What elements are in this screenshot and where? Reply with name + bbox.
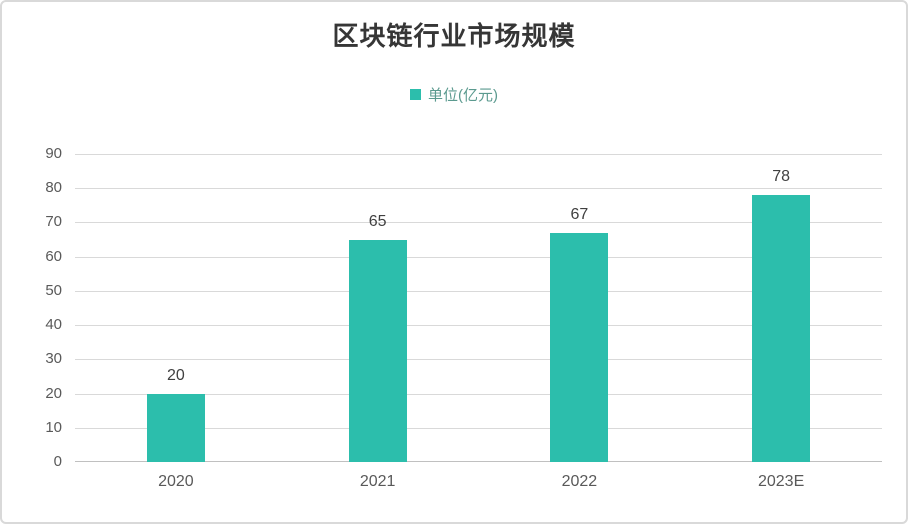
x-tick-label-2021: 2021 xyxy=(359,473,396,490)
y-tick-label: 60 xyxy=(45,247,62,265)
gridline xyxy=(75,325,882,327)
x-tick-label-2020: 2020 xyxy=(158,473,194,490)
bar-value-label: 78 xyxy=(772,168,791,186)
gridline xyxy=(75,222,882,224)
x-tick-label-2023E: 2023E xyxy=(757,473,805,490)
plot-area xyxy=(75,154,882,462)
y-tick-label: 30 xyxy=(45,350,62,368)
gridline xyxy=(75,154,882,155)
bar-2020[interactable] xyxy=(146,393,205,462)
legend-swatch-icon xyxy=(410,88,421,100)
bar-2022[interactable] xyxy=(550,232,609,462)
legend-label: 单位(亿元) xyxy=(428,86,498,104)
x-tick-label-2022: 2022 xyxy=(561,473,598,490)
y-tick-label: 50 xyxy=(45,281,62,299)
bar-value-label: 67 xyxy=(570,205,589,223)
y-tick-label: 0 xyxy=(53,453,62,470)
x-axis-line xyxy=(75,461,882,462)
y-tick-label: 20 xyxy=(45,384,62,402)
gridline xyxy=(75,359,882,361)
gridline xyxy=(75,188,882,190)
gridline xyxy=(75,290,882,292)
gridline xyxy=(75,393,882,395)
bar-value-label: 20 xyxy=(166,366,185,384)
bar-value-label: 65 xyxy=(368,212,387,230)
bar-2021[interactable] xyxy=(348,239,407,462)
y-tick-label: 90 xyxy=(45,145,62,162)
bar-2023E[interactable] xyxy=(752,195,811,462)
y-tick-label: 80 xyxy=(45,179,62,197)
chart-title: 区块链行业市场规模 xyxy=(332,21,576,51)
legend[interactable]: 单位(亿元) xyxy=(2,84,906,104)
gridline xyxy=(75,427,882,429)
y-tick-label: 40 xyxy=(45,316,62,334)
gridline xyxy=(75,256,882,258)
y-tick-label: 10 xyxy=(45,418,62,436)
y-tick-label: 70 xyxy=(45,213,62,231)
